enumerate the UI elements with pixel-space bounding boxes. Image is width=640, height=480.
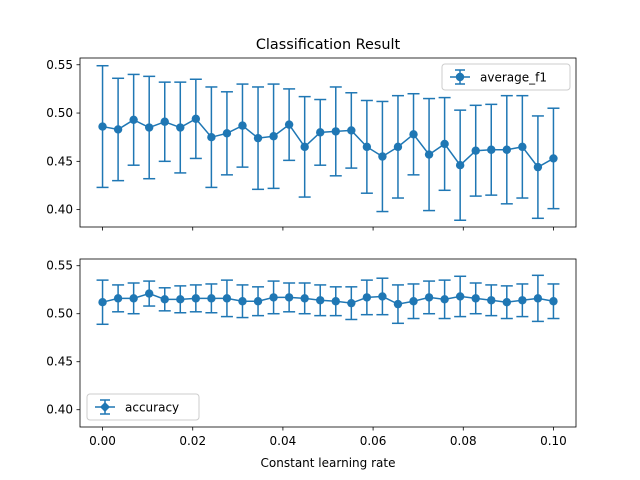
data-point xyxy=(440,139,449,149)
data-point xyxy=(440,295,449,304)
legend-box xyxy=(86,393,200,421)
data-point xyxy=(160,117,169,126)
panel-accuracy: 0.40 0.45 0.50 0.55 0.00 0.02 0.04 0.06 0.08 0.10… xyxy=(46,258,577,448)
data-point xyxy=(238,297,247,306)
data-point xyxy=(347,126,356,135)
y-tick-label: 0.55 xyxy=(46,259,73,273)
data-point xyxy=(502,145,512,154)
data-point xyxy=(409,297,418,306)
data-point xyxy=(316,128,325,137)
data-point xyxy=(300,142,309,152)
y-tick-label: 0.50 xyxy=(46,106,73,120)
data-point xyxy=(471,294,480,303)
legend-marker xyxy=(455,72,465,82)
data-point xyxy=(207,132,216,142)
data-point xyxy=(533,162,543,172)
data-point xyxy=(253,297,263,306)
y-tick-label: 0.50 xyxy=(46,307,73,321)
data-point xyxy=(176,123,185,132)
y-tick-label: 0.40 xyxy=(46,403,73,417)
data-point xyxy=(455,160,465,170)
data-point xyxy=(284,293,294,302)
data-point xyxy=(393,142,403,152)
data-point xyxy=(487,296,496,305)
x-tick-label: 0.02 xyxy=(179,434,206,448)
data-point xyxy=(347,298,356,308)
axes-frame xyxy=(79,258,577,428)
data-point xyxy=(144,123,154,132)
data-point xyxy=(331,297,340,306)
data-point xyxy=(362,293,372,302)
data-point xyxy=(129,115,138,125)
y-tick-label: 0.45 xyxy=(46,355,73,369)
data-point xyxy=(238,121,247,130)
data-point xyxy=(362,142,372,152)
data-point xyxy=(113,125,123,134)
data-point xyxy=(160,295,169,304)
data-point xyxy=(207,294,216,303)
data-point xyxy=(222,129,232,138)
data-point xyxy=(502,298,512,307)
data-point xyxy=(487,145,496,154)
y-tick-label: 0.55 xyxy=(46,58,73,72)
axes-frame xyxy=(79,57,577,228)
data-point xyxy=(222,294,232,303)
data-point xyxy=(98,122,107,131)
data-point xyxy=(176,295,185,304)
x-tick-label: 0.00 xyxy=(89,434,116,448)
panel-average-f1: 0.40 0.45 0.50 0.55 average_f1 xyxy=(46,57,577,231)
data-point xyxy=(191,114,201,124)
data-point xyxy=(409,130,418,139)
data-point xyxy=(471,146,480,155)
chart-title: Classification Result xyxy=(256,37,401,53)
legend-label: average_f1 xyxy=(480,71,547,85)
data-point xyxy=(284,120,294,129)
data-point xyxy=(129,294,138,303)
data-point xyxy=(518,142,527,152)
x-axis-label: Constant learning rate xyxy=(261,456,396,470)
data-point xyxy=(331,127,340,136)
data-point xyxy=(191,294,201,303)
x-tick-label: 0.04 xyxy=(270,434,297,448)
data-point xyxy=(269,293,278,302)
x-tick-label: 0.08 xyxy=(450,434,477,448)
data-point xyxy=(378,152,387,161)
data-point xyxy=(98,298,107,307)
legend-marker xyxy=(100,402,110,412)
data-point xyxy=(300,294,309,303)
legend-label: accuracy xyxy=(125,401,179,415)
data-point xyxy=(549,297,558,306)
data-point xyxy=(518,296,527,305)
x-tick-label: 0.06 xyxy=(360,434,387,448)
data-point xyxy=(424,293,434,302)
data-point xyxy=(424,150,434,159)
data-point xyxy=(269,132,278,141)
data-point xyxy=(378,292,387,301)
data-point xyxy=(393,299,403,309)
data-point xyxy=(533,294,543,303)
data-point xyxy=(549,154,558,163)
x-tick-label: 0.10 xyxy=(540,434,567,448)
y-tick-label: 0.45 xyxy=(46,154,73,168)
y-tick-label: 0.40 xyxy=(46,203,73,217)
legend-box xyxy=(441,63,571,91)
data-point xyxy=(253,133,263,143)
data-point xyxy=(113,294,123,303)
data-point xyxy=(316,296,325,305)
data-point xyxy=(144,289,154,298)
data-point xyxy=(455,292,465,301)
